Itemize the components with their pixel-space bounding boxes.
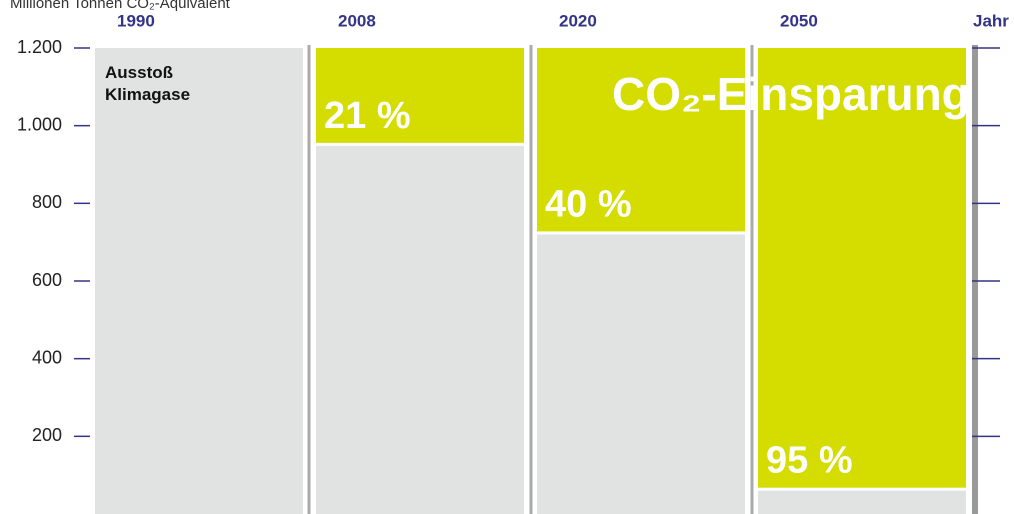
y-tick-label: 800 <box>32 192 62 212</box>
percent-label: 40 % <box>545 183 632 225</box>
year-label: 1990 <box>117 11 155 30</box>
bar-segment <box>758 490 966 514</box>
bar-segment <box>316 48 524 143</box>
year-label: 2020 <box>559 11 597 30</box>
bar-segment <box>537 234 745 514</box>
bar-segment <box>316 145 524 514</box>
bar-segment <box>758 48 966 488</box>
y-tick-label: 200 <box>32 425 62 445</box>
bar-segment <box>537 48 745 232</box>
year-label: 2050 <box>780 11 818 30</box>
percent-label: 95 % <box>766 440 853 482</box>
bar-segment <box>95 48 303 514</box>
y-axis-label: Millionen Tonnen CO₂-Äquivalent <box>10 0 231 12</box>
y-tick-label: 1.000 <box>17 114 62 134</box>
legend-label: CO₂-Einsparung <box>612 68 970 120</box>
x-axis-label: Jahr <box>973 11 1009 30</box>
y-tick-label: 1.200 <box>17 37 62 57</box>
y-tick-label: 400 <box>32 347 62 367</box>
y-tick-label: 600 <box>32 270 62 290</box>
year-label: 2008 <box>338 11 376 30</box>
percent-label: 21 % <box>324 95 411 137</box>
legend-label: Ausstoß Klimagase <box>105 63 190 104</box>
